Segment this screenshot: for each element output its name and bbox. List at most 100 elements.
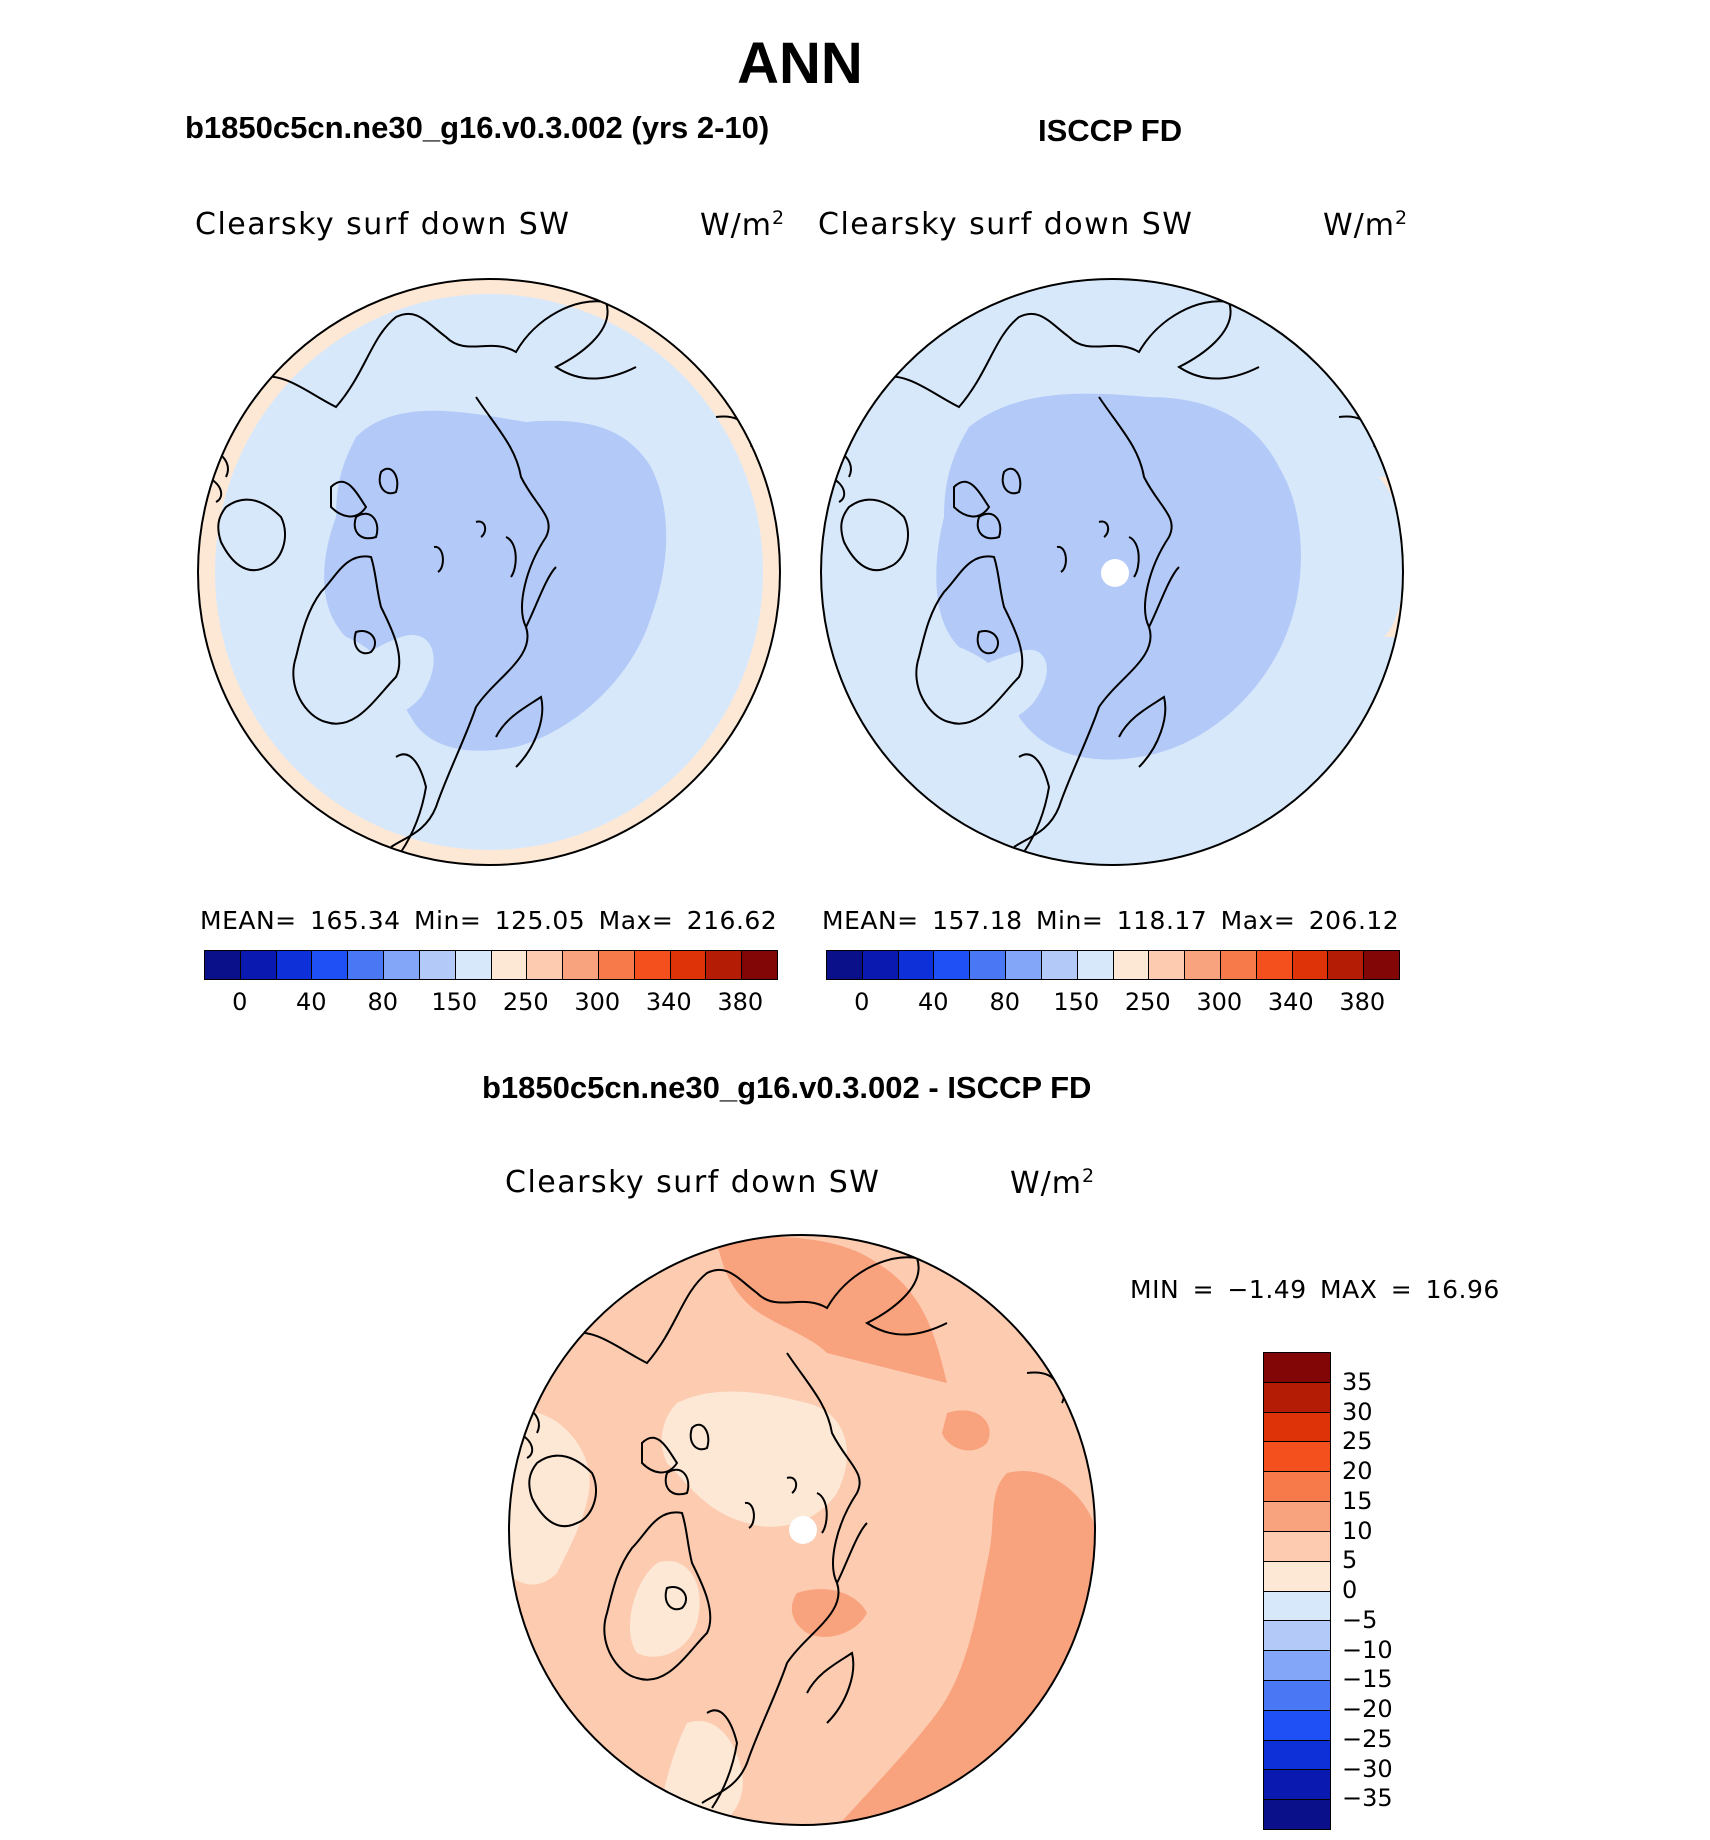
colorbar-swatch bbox=[384, 951, 420, 979]
colorbar-diff-labels: 35 30 25 20 15 10 5 0 −5 −10 −15 −20 −25 −30 −35 bbox=[1342, 1352, 1422, 1828]
colorbar-tick-label: 250 bbox=[1124, 988, 1171, 1016]
panel-model-subtitle: b1850c5cn.ne30_g16.v0.3.002 (yrs 2-10) bbox=[185, 110, 770, 145]
coastlines bbox=[205, 300, 754, 853]
colorbar-tick-label: −25 bbox=[1342, 1724, 1393, 1753]
colorbar-tick-label: 380 bbox=[1339, 988, 1386, 1016]
map-border bbox=[820, 278, 1404, 866]
colorbar-swatch bbox=[742, 951, 777, 979]
colorbar-swatch bbox=[1185, 951, 1221, 979]
colorbar-swatch bbox=[1292, 951, 1329, 979]
panel-obs-subtitle: ISCCP FD bbox=[1038, 113, 1183, 148]
panel-obs-field-label: Clearsky surf down SW bbox=[818, 207, 1194, 242]
panel-obs-stats: MEAN= 157.18 Min= 118.17 Max= 206.12 bbox=[822, 906, 1400, 935]
colorbar-swatch bbox=[563, 951, 599, 979]
colorbar-swatch bbox=[1006, 951, 1042, 979]
colorbar-swatch bbox=[1264, 1531, 1330, 1562]
map-border bbox=[508, 1234, 1096, 1826]
colorbar-swatch bbox=[706, 951, 743, 979]
shade-orange-north bbox=[717, 1237, 947, 1383]
colorbar-swatch bbox=[419, 951, 456, 979]
colorbar-swatch bbox=[1264, 1680, 1330, 1711]
colorbar-tick-label: 0 bbox=[232, 988, 248, 1016]
colorbar-tick-label: 340 bbox=[1267, 988, 1314, 1016]
colorbar-tick-label: −15 bbox=[1342, 1665, 1393, 1694]
colorbar-swatch bbox=[898, 951, 935, 979]
colorbar-tick-label: 30 bbox=[1342, 1397, 1373, 1426]
colorbar-swatch bbox=[491, 951, 528, 979]
colorbar-tick-label: 150 bbox=[1053, 988, 1100, 1016]
colorbar-model bbox=[204, 950, 778, 980]
polar-map-diff bbox=[508, 1234, 1096, 1826]
colorbar-swatch bbox=[1264, 1382, 1330, 1413]
colorbar-swatch bbox=[670, 951, 707, 979]
panel-model-stats: MEAN= 165.34 Min= 125.05 Max= 216.62 bbox=[200, 906, 778, 935]
colorbar-tick-label: 25 bbox=[1342, 1427, 1373, 1456]
shade-peach-center bbox=[661, 1391, 847, 1527]
colorbar-swatch bbox=[1264, 1621, 1330, 1652]
colorbar-swatch bbox=[1264, 1591, 1330, 1622]
colorbar-swatch bbox=[1220, 951, 1257, 979]
colorbar-swatch bbox=[276, 951, 313, 979]
colorbar-swatch bbox=[1149, 951, 1186, 979]
shade-greenland bbox=[334, 635, 434, 721]
colorbar-swatch bbox=[1264, 1502, 1330, 1532]
polar-map-obs bbox=[820, 278, 1404, 866]
colorbar-tick-label: 80 bbox=[367, 988, 399, 1016]
colorbar-tick-label: 380 bbox=[717, 988, 764, 1016]
colorbar-swatch bbox=[240, 951, 277, 979]
colorbar-swatch bbox=[1264, 1353, 1330, 1383]
colorbar-swatch bbox=[1041, 951, 1078, 979]
colorbar-swatch bbox=[934, 951, 971, 979]
colorbar-tick-label: −10 bbox=[1342, 1635, 1393, 1664]
colorbar-tick-label: 0 bbox=[1342, 1576, 1358, 1604]
colorbar-tick-label: −35 bbox=[1342, 1784, 1393, 1813]
colorbar-swatch bbox=[348, 951, 385, 979]
colorbar-tick-label: 20 bbox=[1342, 1457, 1373, 1485]
colorbar-swatch bbox=[862, 951, 899, 979]
main-title: ANN bbox=[737, 31, 863, 96]
colorbar-model-labels: 0 40 80 150 250 300 340 380 bbox=[204, 988, 776, 1018]
colorbar-tick-label: 300 bbox=[574, 988, 621, 1016]
colorbar-tick-label: 250 bbox=[502, 988, 549, 1016]
colorbar-swatch bbox=[827, 951, 863, 979]
colorbar-swatch bbox=[634, 951, 671, 979]
diff-subtitle: b1850c5cn.ne30_g16.v0.3.002 - ISCCP FD bbox=[482, 1070, 1092, 1105]
colorbar-tick-label: 150 bbox=[431, 988, 478, 1016]
colorbar-swatch bbox=[970, 951, 1007, 979]
colorbar-swatch bbox=[1264, 1740, 1330, 1771]
colorbar-swatch bbox=[312, 951, 349, 979]
polar-map-model bbox=[197, 278, 781, 866]
colorbar-swatch bbox=[1264, 1651, 1330, 1681]
colorbar-swatch bbox=[1264, 1442, 1330, 1473]
colorbar-swatch bbox=[205, 951, 241, 979]
colorbar-swatch bbox=[1113, 951, 1150, 979]
panel-model-units: W/m2 bbox=[700, 207, 786, 243]
shade-peach-greenland bbox=[629, 1561, 700, 1657]
map-border bbox=[197, 278, 781, 866]
panel-model-field-label: Clearsky surf down SW bbox=[195, 207, 571, 242]
diff-units: W/m2 bbox=[1010, 1165, 1096, 1201]
shade-orange-patch bbox=[942, 1410, 990, 1451]
colorbar-swatch bbox=[1077, 951, 1114, 979]
colorbar-tick-label: 300 bbox=[1196, 988, 1243, 1016]
colorbar-swatch bbox=[1264, 1472, 1330, 1503]
panel-obs-units: W/m2 bbox=[1323, 207, 1409, 243]
colorbar-tick-label: 5 bbox=[1342, 1546, 1358, 1575]
colorbar-swatch bbox=[598, 951, 635, 979]
shade-orange-patch2 bbox=[791, 1589, 867, 1637]
colorbar-tick-label: −5 bbox=[1342, 1605, 1378, 1634]
colorbar-swatch bbox=[527, 951, 564, 979]
colorbar-tick-label: 10 bbox=[1342, 1516, 1373, 1545]
colorbar-swatch bbox=[1264, 1770, 1330, 1801]
colorbar-swatch bbox=[1264, 1561, 1330, 1592]
colorbar-tick-label: −20 bbox=[1342, 1695, 1393, 1723]
colorbar-tick-label: 340 bbox=[645, 988, 692, 1016]
missing-pole bbox=[1101, 559, 1129, 587]
colorbar-swatch bbox=[1328, 951, 1365, 979]
colorbar-tick-label: 35 bbox=[1342, 1367, 1373, 1396]
shade-peach-west bbox=[509, 1411, 590, 1585]
colorbar-tick-label: 40 bbox=[917, 988, 949, 1016]
diff-stats: MIN = −1.49 MAX = 16.96 bbox=[1130, 1275, 1500, 1304]
colorbar-swatch bbox=[1256, 951, 1293, 979]
missing-pole bbox=[789, 1516, 817, 1544]
